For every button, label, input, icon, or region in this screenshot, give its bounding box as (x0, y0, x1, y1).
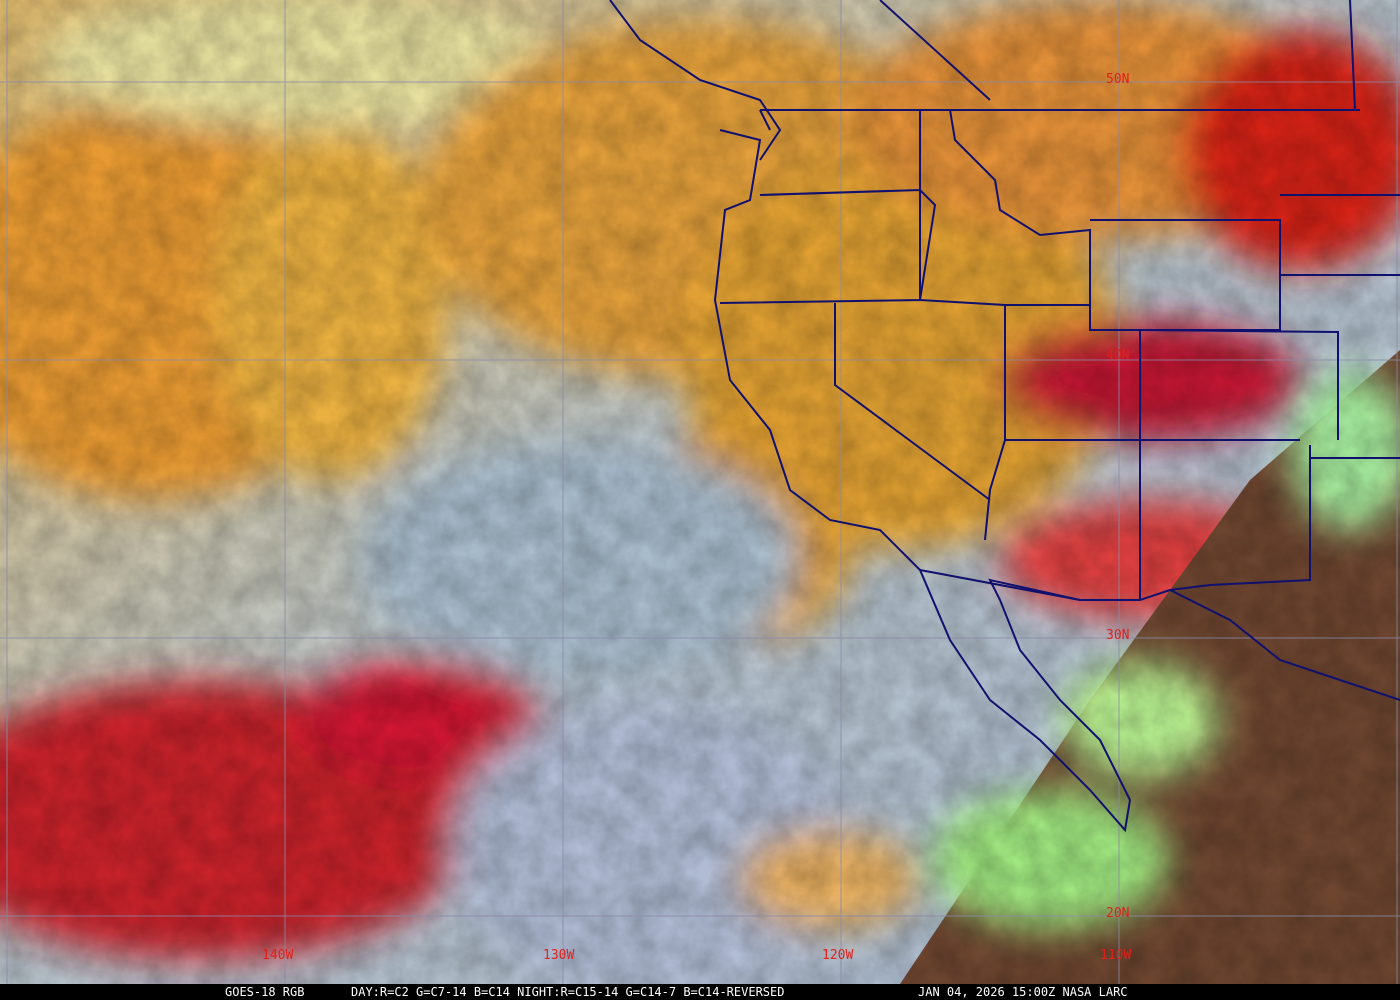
political-boundaries (609, 0, 1400, 833)
lat-label-20n: 20N (1106, 906, 1130, 921)
caption-bar: GOES-18 RGB DAY:R=C2 G=C7-14 B=C14 NIGHT… (0, 984, 1400, 1000)
lon-label-120w: 120W (822, 948, 854, 963)
satellite-name: GOES-18 RGB (225, 985, 305, 999)
lon-label-140w: 140W (262, 948, 294, 963)
lon-label-130w: 130W (543, 948, 575, 963)
timestamp: JAN 04, 2026 15:00Z NASA LARC (918, 985, 1128, 999)
channel-recipe: DAY:R=C2 G=C7-14 B=C14 NIGHT:R=C15-14 G=… (351, 985, 785, 999)
lat-label-30n: 30N (1106, 628, 1130, 643)
lat-label-50n: 50N (1106, 72, 1130, 87)
lat-label-40n: 40N (1106, 348, 1130, 363)
lon-label-110w: 110W (1100, 948, 1132, 963)
